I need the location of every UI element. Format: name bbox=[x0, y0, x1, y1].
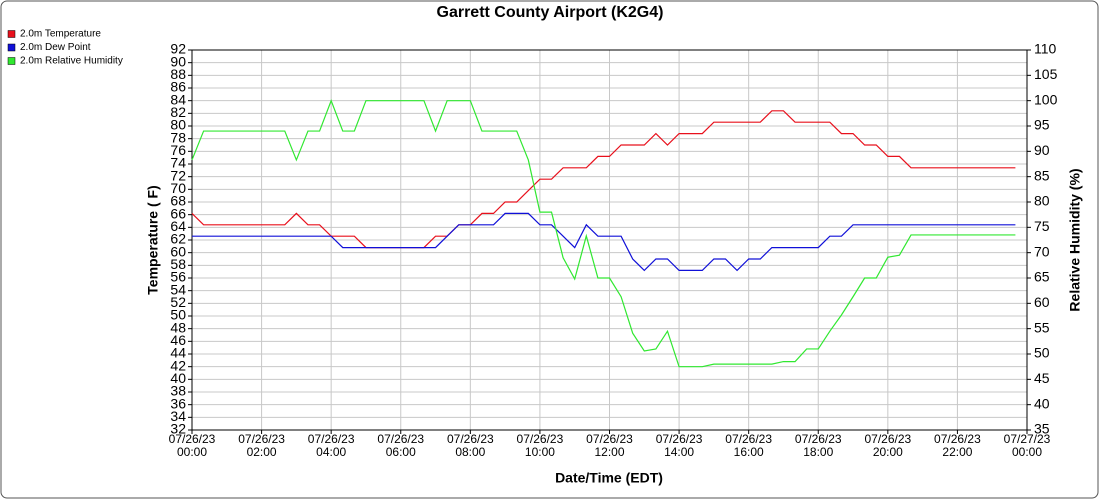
y2-tick-label: 65 bbox=[1034, 269, 1050, 285]
y-tick-label: 38 bbox=[170, 383, 186, 399]
y2-axis-title: Relative Humidity (%) bbox=[1067, 168, 1083, 311]
series-line bbox=[191, 98, 1016, 368]
y-axis-title: Temperature ( F) bbox=[145, 185, 161, 294]
y-tick-label: 76 bbox=[170, 142, 186, 158]
y-tick-label: 72 bbox=[170, 167, 186, 183]
chart-title: Garrett County Airport (K2G4) bbox=[437, 4, 664, 21]
x-axis-title: Date/Time (EDT) bbox=[555, 470, 663, 486]
y2-tick-label: 75 bbox=[1034, 218, 1050, 234]
y-tick-label: 44 bbox=[170, 345, 186, 361]
x-tick-label: 07/26/23 08:00 bbox=[446, 432, 494, 459]
y-tick-label: 84 bbox=[170, 91, 186, 107]
x-tick-label: 07/26/23 04:00 bbox=[307, 432, 355, 459]
y-tick-label: 78 bbox=[170, 129, 186, 145]
y2-tick-label: 85 bbox=[1034, 167, 1050, 183]
legend-swatch bbox=[7, 43, 16, 52]
legend-swatch bbox=[7, 30, 16, 38]
x-tick-label: 07/27/23 00:00 bbox=[1003, 432, 1051, 459]
y-tick-label: 36 bbox=[170, 395, 186, 411]
y-tick-label: 42 bbox=[170, 357, 186, 373]
y-tick-label: 58 bbox=[170, 256, 186, 272]
x-tick-label: 07/26/23 14:00 bbox=[655, 432, 703, 459]
x-tick-label: 07/26/23 22:00 bbox=[934, 432, 981, 459]
y2-tick-label: 45 bbox=[1034, 370, 1050, 386]
x-tick-label: 07/26/23 06:00 bbox=[377, 432, 425, 459]
y-tick-label: 92 bbox=[170, 41, 186, 57]
y2-tick-label: 110 bbox=[1034, 41, 1057, 57]
x-tick-label: 07/26/23 18:00 bbox=[794, 432, 842, 459]
legend-label: 2.0m Relative Humidity bbox=[20, 56, 123, 67]
y-tick-label: 46 bbox=[170, 332, 186, 348]
y-tick-label: 74 bbox=[170, 155, 186, 171]
x-tick-label: 07/26/23 20:00 bbox=[864, 432, 912, 459]
y-tick-label: 80 bbox=[170, 117, 186, 133]
y2-tick-label: 55 bbox=[1034, 319, 1050, 335]
y2-tick-label: 35 bbox=[1034, 421, 1050, 437]
series-line bbox=[191, 110, 1016, 249]
y2-tick-label: 60 bbox=[1034, 294, 1050, 310]
y-tick-label: 64 bbox=[170, 218, 186, 234]
y2-tick-label: 50 bbox=[1034, 345, 1050, 361]
legend-label: 2.0m Dew Point bbox=[20, 42, 91, 53]
y2-tick-label: 70 bbox=[1034, 243, 1050, 259]
y-tick-label: 34 bbox=[170, 408, 186, 424]
y-tick-label: 48 bbox=[170, 319, 186, 335]
y2-tick-label: 95 bbox=[1034, 117, 1050, 133]
y-tick-label: 56 bbox=[170, 269, 186, 285]
y-tick-label: 90 bbox=[170, 53, 186, 69]
y-tick-label: 60 bbox=[170, 243, 186, 259]
y-tick-label: 86 bbox=[170, 79, 186, 95]
y-tick-label: 66 bbox=[170, 205, 186, 221]
y-tick-label: 52 bbox=[170, 294, 186, 310]
x-tick-label: 07/26/23 16:00 bbox=[725, 432, 773, 459]
y-tick-label: 82 bbox=[170, 104, 186, 120]
y2-tick-label: 90 bbox=[1034, 142, 1050, 158]
x-tick-label: 07/26/23 00:00 bbox=[168, 432, 216, 459]
y-tick-label: 54 bbox=[170, 281, 186, 297]
y-tick-label: 62 bbox=[170, 231, 186, 247]
y-tick-label: 68 bbox=[170, 193, 186, 209]
x-tick-label: 07/26/23 10:00 bbox=[516, 432, 564, 459]
y2-tick-label: 100 bbox=[1034, 91, 1058, 107]
series-line bbox=[192, 212, 1016, 272]
plot-border bbox=[191, 49, 1028, 431]
y-tick-label: 88 bbox=[170, 66, 186, 82]
legend-label: 2.0m Temperature bbox=[20, 29, 101, 40]
y-tick-label: 32 bbox=[170, 421, 186, 437]
y2-tick-label: 40 bbox=[1034, 395, 1050, 411]
x-tick-label: 07/26/23 02:00 bbox=[238, 432, 285, 459]
y-tick-label: 50 bbox=[170, 307, 186, 323]
x-tick-label: 07/26/23 12:00 bbox=[586, 432, 633, 459]
y-tick-label: 70 bbox=[170, 180, 186, 196]
legend-swatch bbox=[7, 57, 16, 65]
y-tick-label: 40 bbox=[170, 370, 186, 386]
y2-tick-label: 80 bbox=[1034, 193, 1050, 209]
y2-tick-label: 105 bbox=[1034, 66, 1058, 82]
